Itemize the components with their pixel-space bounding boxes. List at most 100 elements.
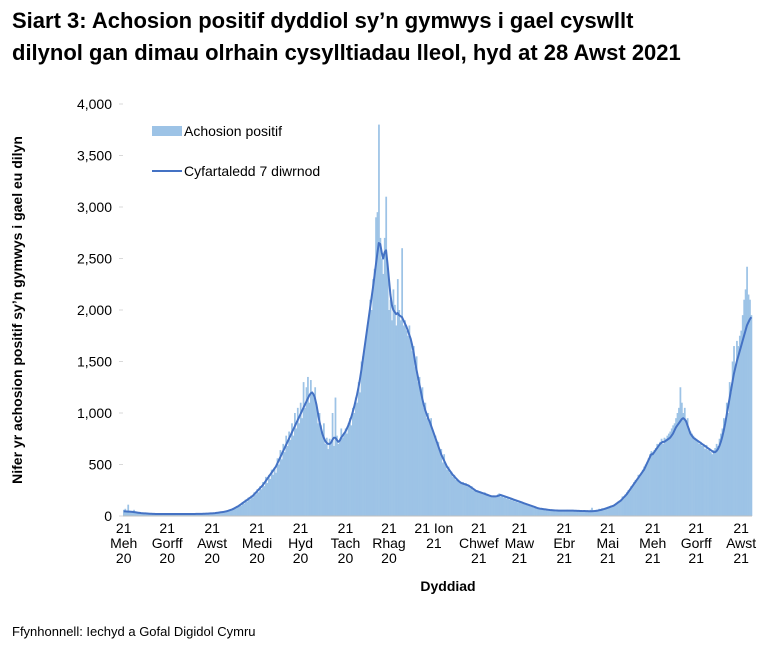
bar: [723, 418, 725, 516]
bar: [259, 486, 261, 516]
bar: [579, 511, 582, 516]
bar: [415, 356, 418, 516]
bar: [666, 435, 669, 516]
bar: [511, 500, 514, 516]
y-tick-label: 1,000: [77, 405, 112, 421]
bar: [598, 508, 601, 516]
bar: [518, 501, 521, 516]
bar: [615, 502, 618, 516]
bar: [476, 490, 479, 516]
bar: [721, 428, 724, 516]
bar: [401, 248, 404, 516]
bar: [240, 505, 243, 516]
bar: [289, 439, 292, 516]
bar: [665, 438, 667, 516]
bar: [250, 495, 253, 516]
bar: [230, 509, 232, 516]
bar: [272, 474, 275, 516]
bar: [572, 510, 575, 516]
bar: [409, 340, 412, 516]
bar: [263, 486, 266, 516]
bar: [479, 491, 482, 516]
bar: [367, 320, 370, 516]
bar: [536, 508, 538, 516]
bar: [247, 497, 250, 516]
bar: [546, 509, 548, 516]
bar: [437, 441, 440, 516]
bar: [223, 512, 225, 516]
bar: [641, 469, 644, 516]
bar: [402, 325, 405, 516]
bar: [394, 304, 396, 516]
bar: [720, 433, 722, 516]
bar: [354, 397, 357, 516]
bar: [482, 494, 485, 516]
bar: [202, 513, 205, 516]
bar: [627, 490, 630, 516]
bar: [340, 428, 343, 516]
bar: [673, 423, 676, 516]
bar: [683, 407, 686, 516]
bar: [282, 443, 285, 516]
bar: [285, 435, 288, 516]
bar: [324, 443, 327, 516]
bar: [718, 438, 721, 516]
bar: [124, 508, 127, 516]
bar: [504, 496, 506, 516]
bar: [338, 441, 341, 516]
x-tick-label: 21 Awst 20: [197, 520, 227, 566]
bar: [225, 511, 228, 516]
bar: [686, 418, 689, 516]
bar: [131, 511, 134, 516]
bar: [205, 513, 208, 516]
y-tick-label: 0: [104, 508, 112, 524]
bar: [349, 418, 351, 516]
bar: [746, 266, 748, 516]
x-tick-label: 21 Maw 21: [505, 520, 535, 566]
x-tick-label: 21 Tach 20: [331, 520, 361, 566]
bar: [450, 471, 453, 516]
bar: [675, 418, 677, 516]
bar: [269, 478, 272, 516]
bar: [478, 492, 480, 516]
bar: [143, 513, 146, 516]
bar: [631, 487, 634, 516]
bar: [672, 425, 675, 516]
bar: [556, 510, 559, 516]
bar: [447, 466, 450, 516]
bar: [715, 443, 718, 516]
bar: [279, 450, 282, 516]
bar: [453, 474, 456, 516]
bar: [566, 509, 569, 516]
x-tick-label: 21 Chwef 21: [459, 520, 499, 566]
bar: [363, 351, 366, 516]
bar: [318, 413, 321, 516]
y-tick-label: 3,500: [77, 148, 112, 164]
bar: [617, 501, 619, 516]
bar: [653, 450, 656, 516]
bar: [520, 502, 522, 516]
bar: [254, 494, 257, 516]
bar: [618, 500, 621, 516]
bar: [388, 310, 390, 516]
x-tick-label: 21 Meh 20: [110, 520, 137, 566]
bar: [588, 511, 590, 516]
bar: [741, 315, 744, 516]
bar: [628, 491, 631, 516]
legend-label: Cyfartaledd 7 diwrnod: [184, 163, 320, 179]
bar: [734, 366, 737, 516]
bar: [496, 494, 499, 516]
bar: [179, 514, 182, 516]
y-axis-title: Nifer yr achosion positif sy’n gymwys i …: [9, 136, 25, 484]
bar: [251, 497, 254, 516]
bar: [238, 504, 241, 516]
bar: [375, 217, 377, 517]
bar: [569, 510, 572, 516]
bar: [266, 483, 269, 516]
bar: [531, 506, 534, 516]
bar: [486, 494, 489, 516]
bar: [611, 506, 614, 516]
bar: [243, 503, 246, 516]
bar: [314, 387, 317, 516]
